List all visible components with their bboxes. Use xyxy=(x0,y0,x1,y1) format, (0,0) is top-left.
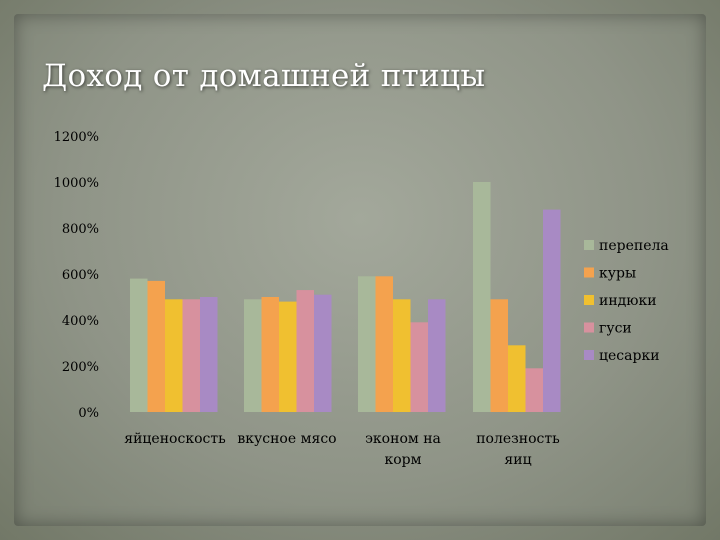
bar-1-4 xyxy=(473,182,491,412)
bar-3-3 xyxy=(393,299,411,412)
bar-2-1 xyxy=(147,280,165,412)
y-tick-label: 400% xyxy=(62,314,99,329)
legend-swatch xyxy=(584,350,594,360)
legend-swatch xyxy=(584,240,594,250)
bar-3-2 xyxy=(279,301,297,412)
bar-2-2 xyxy=(261,297,279,412)
y-tick-label: 1000% xyxy=(54,176,99,191)
bar-5-1 xyxy=(200,297,218,412)
y-tick-label: 200% xyxy=(62,360,99,375)
bar-5-4 xyxy=(543,209,561,412)
bar-1-1 xyxy=(130,278,148,412)
bar-4-3 xyxy=(410,322,428,412)
bar-5-3 xyxy=(428,299,446,412)
legend-label: гуси xyxy=(599,321,632,337)
y-tick-label: 600% xyxy=(62,268,99,283)
legend-label: куры xyxy=(599,266,636,282)
y-tick-label: 0% xyxy=(78,406,99,421)
x-axis: яйценоскость вкусное мясо эконом на корм пол… xyxy=(124,431,560,468)
bar-3-4 xyxy=(508,345,526,412)
category-label: яйценоскость xyxy=(124,431,226,447)
legend-swatch xyxy=(584,322,594,333)
y-tick-label: 800% xyxy=(62,222,99,237)
bar-4-2 xyxy=(296,290,314,412)
bar-2-3 xyxy=(375,276,393,412)
legend-swatch xyxy=(584,267,594,278)
bar-4-4 xyxy=(525,368,543,412)
legend-label: индюки xyxy=(599,293,657,309)
bar-3-1 xyxy=(165,299,183,412)
y-axis: 0% 200% 400% 600% 800% 1000% 1200% xyxy=(54,130,99,421)
bar-1-3 xyxy=(358,276,376,412)
bar-4-1 xyxy=(182,299,200,412)
category-label: вкусное мясо xyxy=(237,431,336,447)
y-tick-label: 1200% xyxy=(54,130,99,145)
bar-5-2 xyxy=(314,294,332,412)
legend-swatch xyxy=(584,295,594,305)
legend-label: цесарки xyxy=(599,348,660,364)
chart-title: Доход от домашней птицы xyxy=(42,58,486,94)
category-label: эконом на корм xyxy=(365,431,441,468)
bar-1-2 xyxy=(244,299,262,412)
bars-group xyxy=(130,182,561,412)
category-label: полезность яиц xyxy=(476,431,560,468)
bar-2-4 xyxy=(490,299,508,412)
legend: перепела куры индюки гуси цесарки xyxy=(584,238,669,364)
legend-label: перепела xyxy=(599,238,669,254)
